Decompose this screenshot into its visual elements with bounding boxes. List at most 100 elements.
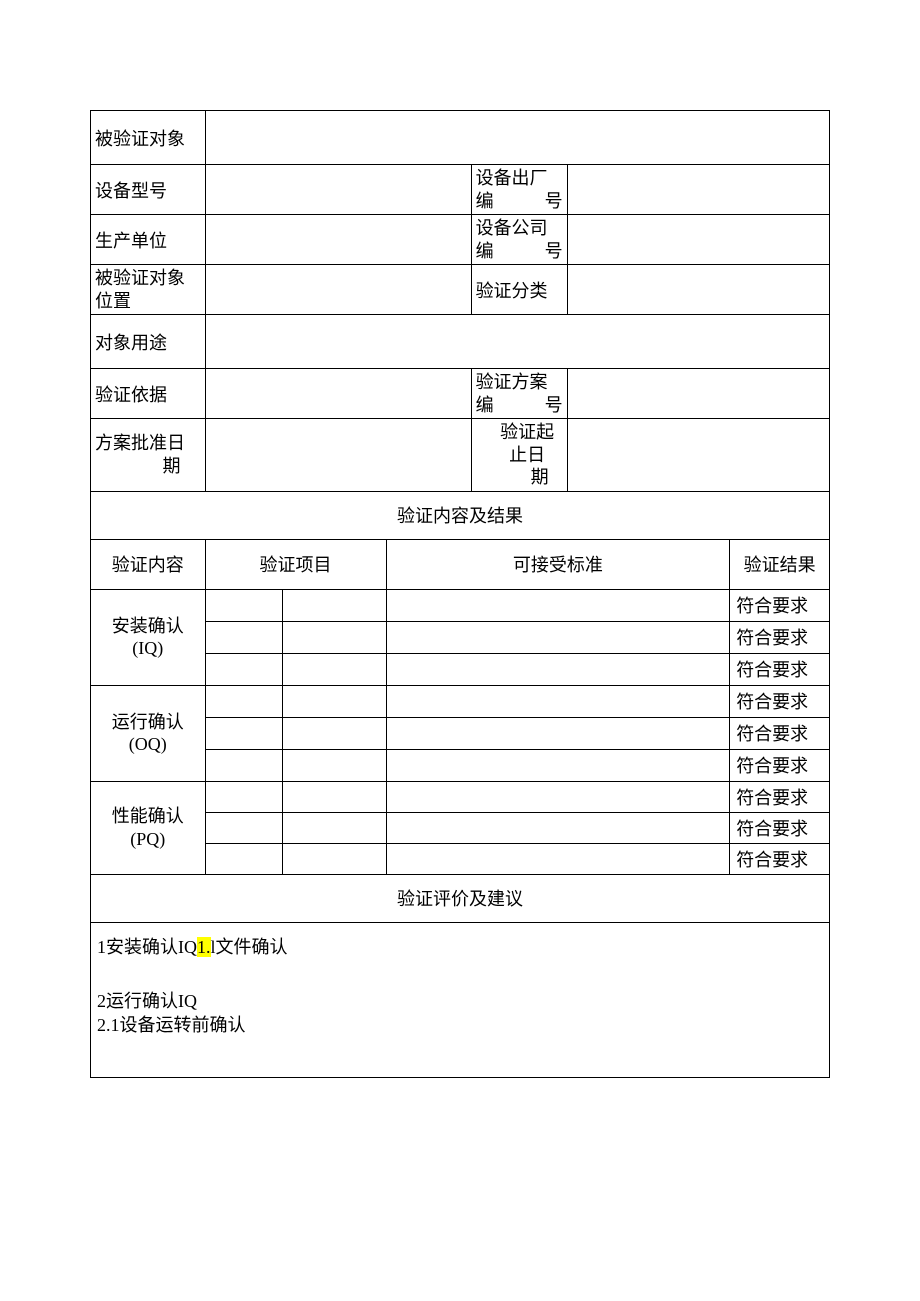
- oq-item-2a: [205, 717, 283, 749]
- oq-item-1b: [283, 685, 386, 717]
- oq-item-3b: [283, 749, 386, 781]
- pq-criteria-1: [386, 781, 730, 812]
- iq-result-1: 符合要求: [730, 589, 830, 621]
- pq-item-1a: [205, 781, 283, 812]
- label-approval-date-b: 期: [95, 455, 201, 478]
- label-period-a: 验证起止日: [492, 421, 563, 466]
- iq-item-2a: [205, 621, 283, 653]
- pq-result-1: 符合要求: [730, 781, 830, 812]
- oq-result-3: 符合要求: [730, 749, 830, 781]
- oq-result-2: 符合要求: [730, 717, 830, 749]
- row-approval-date: 方案批准日 期 验证起止日 期: [91, 419, 830, 492]
- label-approval-date: 方案批准日 期: [91, 419, 206, 492]
- row-object: 被验证对象: [91, 111, 830, 165]
- group-iq-a: 安装确认: [95, 615, 201, 638]
- iq-item-1a: [205, 589, 283, 621]
- oq-row-1: 运行确认 (OQ) 符合要求: [91, 685, 830, 717]
- pq-criteria-2: [386, 812, 730, 843]
- oq-item-2b: [283, 717, 386, 749]
- value-approval-date: [205, 419, 471, 492]
- value-basis: [205, 369, 471, 419]
- pq-item-3b: [283, 843, 386, 874]
- label-location-a: 被验证对象: [95, 267, 201, 290]
- iq-item-3b: [283, 653, 386, 685]
- col-criteria: 可接受标准: [386, 539, 730, 589]
- label-factory-no-l2a: 编: [476, 190, 494, 213]
- label-company-no-l1: 设备公司: [476, 217, 563, 240]
- pq-result-2: 符合要求: [730, 812, 830, 843]
- pq-result-3: 符合要求: [730, 843, 830, 874]
- row-manufacturer: 生产单位 设备公司 编 号: [91, 215, 830, 265]
- group-pq: 性能确认 (PQ): [91, 781, 206, 874]
- pq-item-1b: [283, 781, 386, 812]
- oq-criteria-1: [386, 685, 730, 717]
- oq-item-3a: [205, 749, 283, 781]
- row-col-headers: 验证内容 验证项目 可接受标准 验证结果: [91, 539, 830, 589]
- oq-criteria-3: [386, 749, 730, 781]
- iq-item-3a: [205, 653, 283, 685]
- value-object: [205, 111, 829, 165]
- value-purpose: [205, 315, 829, 369]
- label-plan-no-l2a: 编: [476, 394, 494, 417]
- iq-item-2b: [283, 621, 386, 653]
- label-model: 设备型号: [91, 165, 206, 215]
- label-plan-no: 验证方案 编 号: [471, 369, 567, 419]
- label-company-no-l2b: 号: [545, 240, 563, 263]
- row-section2-title: 验证评价及建议: [91, 874, 830, 922]
- group-iq-b: (IQ): [95, 637, 201, 660]
- group-oq-a: 运行确认: [95, 711, 201, 734]
- label-object: 被验证对象: [91, 111, 206, 165]
- col-item: 验证项目: [205, 539, 386, 589]
- eval-p1-highlight: 1.: [197, 937, 211, 957]
- value-category: [567, 265, 829, 315]
- label-purpose: 对象用途: [91, 315, 206, 369]
- eval-p1-a: 1安装确认IQ: [97, 937, 197, 957]
- eval-p2: 2运行确认IQ: [97, 989, 823, 1013]
- group-iq: 安装确认 (IQ): [91, 589, 206, 685]
- pq-row-1: 性能确认 (PQ) 符合要求: [91, 781, 830, 812]
- eval-p1-b: l文件确认: [211, 937, 288, 957]
- group-oq: 运行确认 (OQ): [91, 685, 206, 781]
- row-evaluation: 1安装确认IQ1.l文件确认 2运行确认IQ 2.1设备运转前确认: [91, 922, 830, 1078]
- row-purpose: 对象用途: [91, 315, 830, 369]
- value-factory-no: [567, 165, 829, 215]
- pq-item-2a: [205, 812, 283, 843]
- label-location: 被验证对象 位置: [91, 265, 206, 315]
- col-content: 验证内容: [91, 539, 206, 589]
- iq-criteria-3: [386, 653, 730, 685]
- iq-item-1b: [283, 589, 386, 621]
- label-period-b: 期: [492, 466, 563, 489]
- document-page: 被验证对象 设备型号 设备出厂 编 号 生产单位: [90, 110, 830, 1078]
- value-model: [205, 165, 471, 215]
- label-basis: 验证依据: [91, 369, 206, 419]
- value-plan-no: [567, 369, 829, 419]
- label-company-no-l2a: 编: [476, 240, 494, 263]
- label-factory-no-l1: 设备出厂: [476, 167, 563, 190]
- group-pq-b: (PQ): [95, 828, 201, 851]
- validation-form-table: 被验证对象 设备型号 设备出厂 编 号 生产单位: [90, 110, 830, 1078]
- iq-criteria-2: [386, 621, 730, 653]
- pq-criteria-3: [386, 843, 730, 874]
- value-period: [567, 419, 829, 492]
- label-factory-no-l2b: 号: [545, 190, 563, 213]
- oq-criteria-2: [386, 717, 730, 749]
- section1-title: 验证内容及结果: [91, 491, 830, 539]
- value-manufacturer: [205, 215, 471, 265]
- iq-result-3: 符合要求: [730, 653, 830, 685]
- row-location: 被验证对象 位置 验证分类: [91, 265, 830, 315]
- col-result: 验证结果: [730, 539, 830, 589]
- label-plan-no-l1: 验证方案: [476, 371, 563, 394]
- value-company-no: [567, 215, 829, 265]
- pq-item-2b: [283, 812, 386, 843]
- label-plan-no-l2b: 号: [545, 394, 563, 417]
- label-manufacturer: 生产单位: [91, 215, 206, 265]
- row-basis: 验证依据 验证方案 编 号: [91, 369, 830, 419]
- iq-row-1: 安装确认 (IQ) 符合要求: [91, 589, 830, 621]
- row-model: 设备型号 设备出厂 编 号: [91, 165, 830, 215]
- group-pq-a: 性能确认: [95, 805, 201, 828]
- label-factory-no: 设备出厂 编 号: [471, 165, 567, 215]
- row-section1-title: 验证内容及结果: [91, 491, 830, 539]
- section2-title: 验证评价及建议: [91, 874, 830, 922]
- label-location-b: 位置: [95, 290, 201, 313]
- value-location: [205, 265, 471, 315]
